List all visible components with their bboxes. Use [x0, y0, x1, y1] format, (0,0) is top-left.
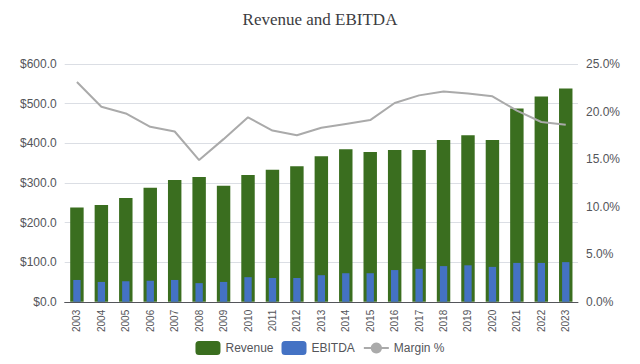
svg-text:$300.0: $300.0	[20, 176, 57, 190]
svg-text:2015: 2015	[365, 309, 376, 332]
svg-text:0.0%: 0.0%	[586, 295, 614, 309]
svg-text:$400.0: $400.0	[20, 136, 57, 150]
svg-text:2004: 2004	[96, 309, 107, 332]
svg-text:2018: 2018	[438, 309, 449, 332]
svg-text:25.0%: 25.0%	[586, 57, 620, 71]
svg-text:2007: 2007	[169, 309, 180, 332]
svg-text:2003: 2003	[71, 309, 82, 332]
svg-text:10.0%: 10.0%	[586, 200, 620, 214]
svg-text:2010: 2010	[243, 309, 254, 332]
svg-text:15.0%: 15.0%	[586, 152, 620, 166]
svg-text:2022: 2022	[536, 309, 547, 332]
svg-text:2011: 2011	[267, 309, 278, 331]
svg-text:Margin %: Margin %	[394, 341, 445, 355]
svg-text:2016: 2016	[389, 309, 400, 332]
svg-text:2009: 2009	[218, 309, 229, 332]
svg-text:5.0%: 5.0%	[586, 247, 614, 261]
svg-text:EBITDA: EBITDA	[312, 341, 355, 355]
svg-text:20.0%: 20.0%	[586, 105, 620, 119]
svg-text:2021: 2021	[511, 309, 522, 332]
svg-text:Revenue: Revenue	[225, 341, 273, 355]
svg-text:$500.0: $500.0	[20, 97, 57, 111]
svg-text:$200.0: $200.0	[20, 216, 57, 230]
svg-text:2005: 2005	[120, 309, 131, 332]
svg-text:2012: 2012	[291, 309, 302, 332]
svg-text:$600.0: $600.0	[20, 57, 57, 71]
svg-text:2017: 2017	[414, 309, 425, 332]
svg-text:2013: 2013	[316, 309, 327, 332]
svg-text:2014: 2014	[340, 309, 351, 332]
svg-text:2006: 2006	[145, 309, 156, 332]
svg-text:2023: 2023	[560, 309, 571, 332]
svg-text:Revenue and EBITDA: Revenue and EBITDA	[243, 10, 399, 29]
svg-text:2019: 2019	[462, 309, 473, 332]
svg-text:$100.0: $100.0	[20, 255, 57, 269]
svg-text:2020: 2020	[487, 309, 498, 332]
svg-text:$0.0: $0.0	[33, 295, 57, 309]
svg-text:2008: 2008	[194, 309, 205, 332]
